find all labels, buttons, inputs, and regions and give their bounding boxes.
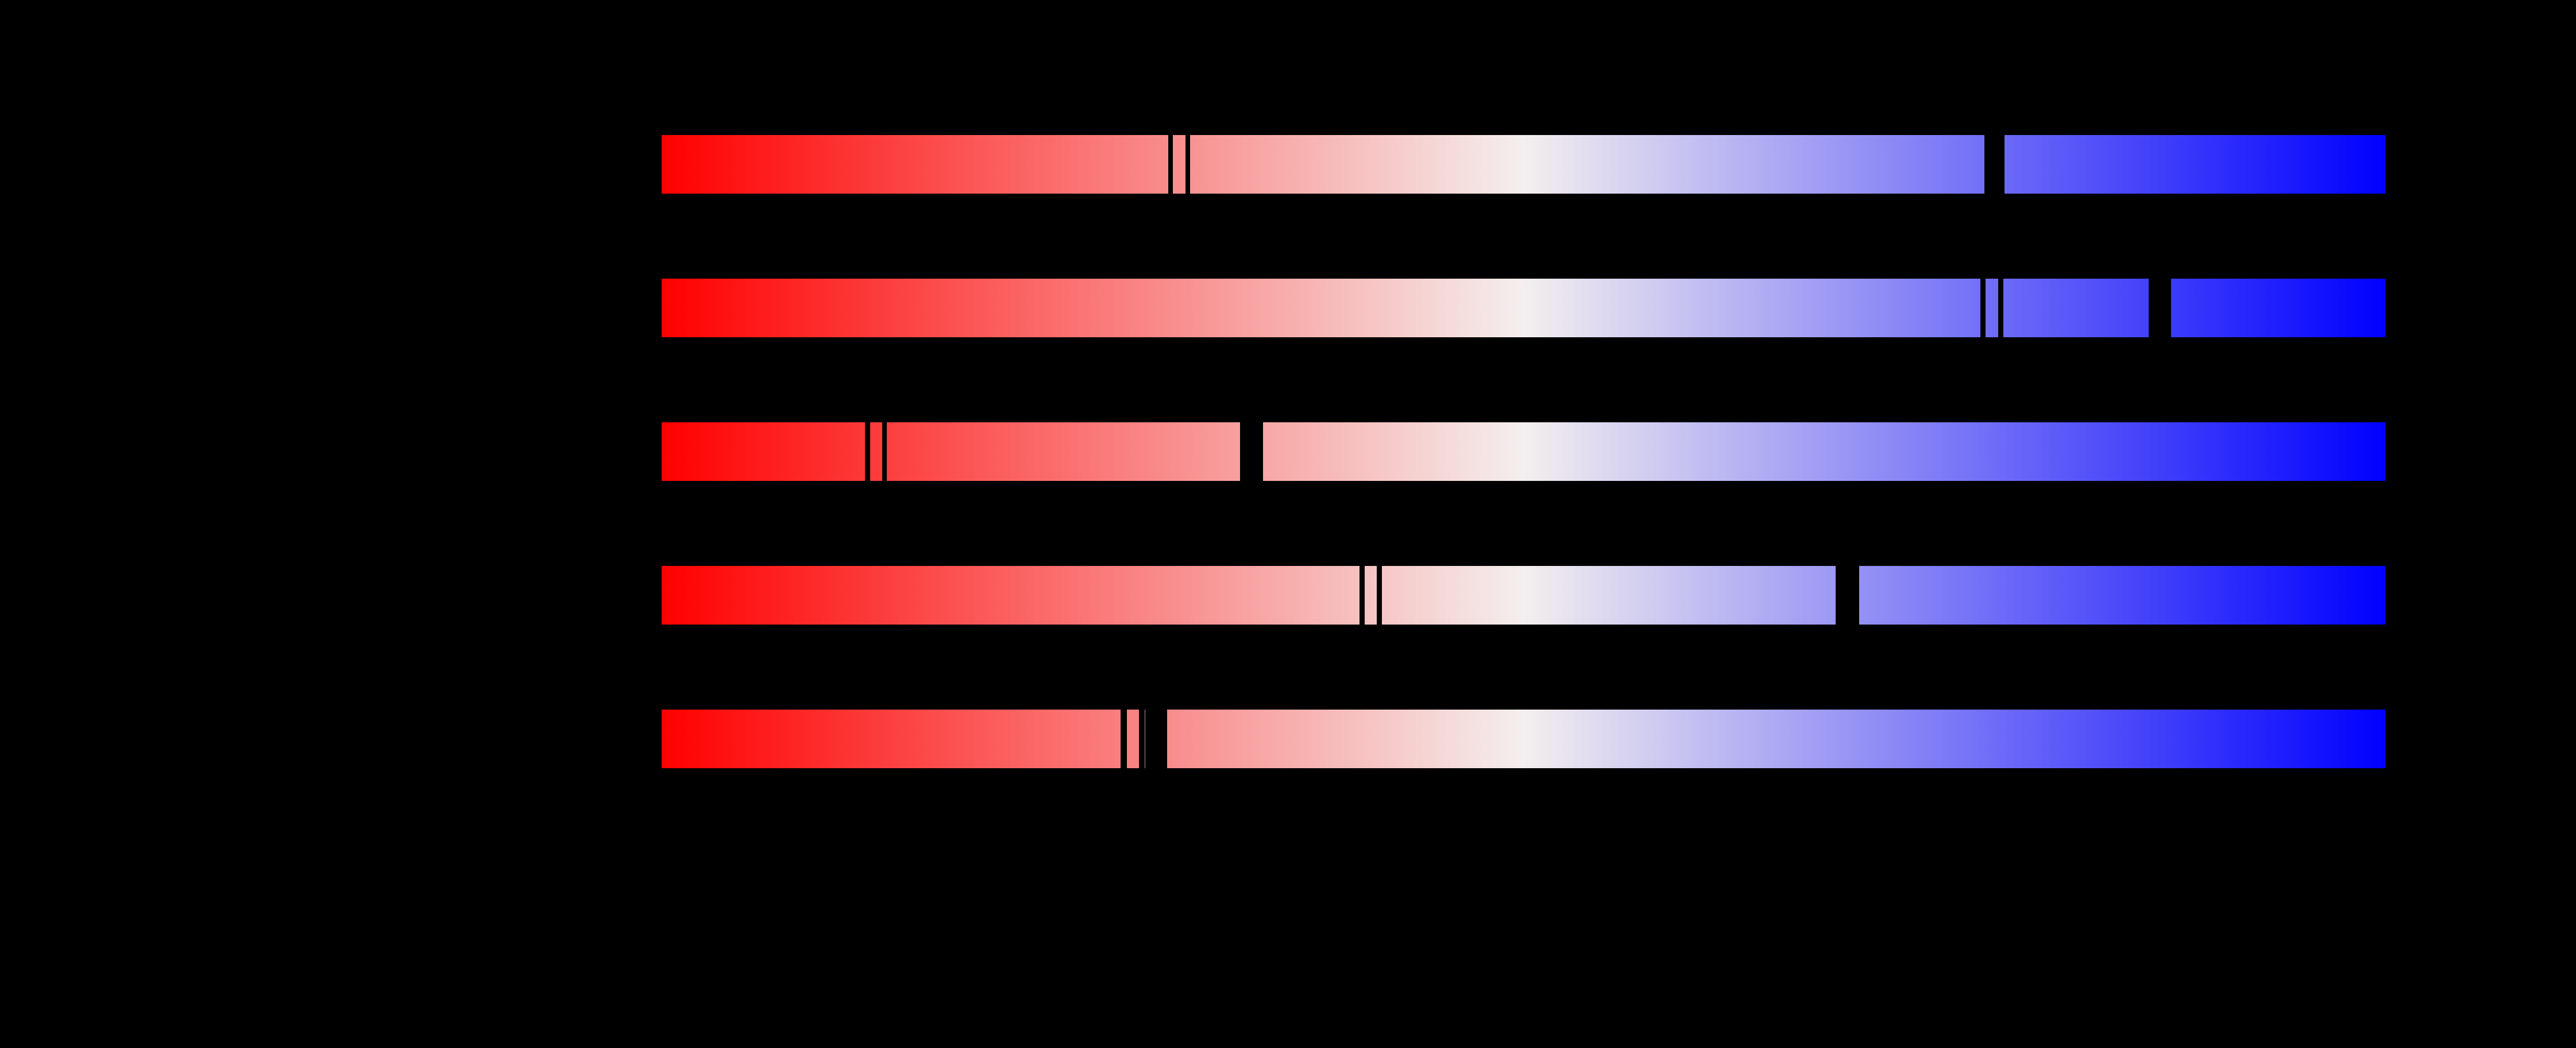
bar-break-row-2 (1998, 278, 2003, 338)
bar-break-row-5 (1121, 709, 1127, 769)
bar-break-row-1 (1168, 134, 1173, 194)
bar-break-row-5 (1139, 709, 1167, 769)
gradient-bar-row-2 (662, 278, 2385, 338)
gradient-bar-row-1 (662, 134, 2385, 194)
bar-break-row-3 (865, 422, 870, 481)
bar-break-row-1 (1185, 134, 1190, 194)
gradient-bar-row-4 (662, 565, 2385, 625)
gradient-bar-row-3 (662, 422, 2385, 481)
bar-sliver-line-row-5 (1144, 710, 1146, 768)
bar-break-row-3 (1240, 422, 1263, 481)
bar-break-row-2 (1980, 278, 1986, 338)
bar-break-row-4 (1836, 565, 1859, 625)
bar-break-row-1 (1984, 134, 2005, 194)
bar-break-row-3 (882, 422, 887, 481)
bar-break-row-4 (1360, 565, 1365, 625)
gradient-bar-row-5 (662, 709, 2385, 769)
bar-break-row-2 (2149, 278, 2171, 338)
bar-break-row-4 (1377, 565, 1382, 625)
